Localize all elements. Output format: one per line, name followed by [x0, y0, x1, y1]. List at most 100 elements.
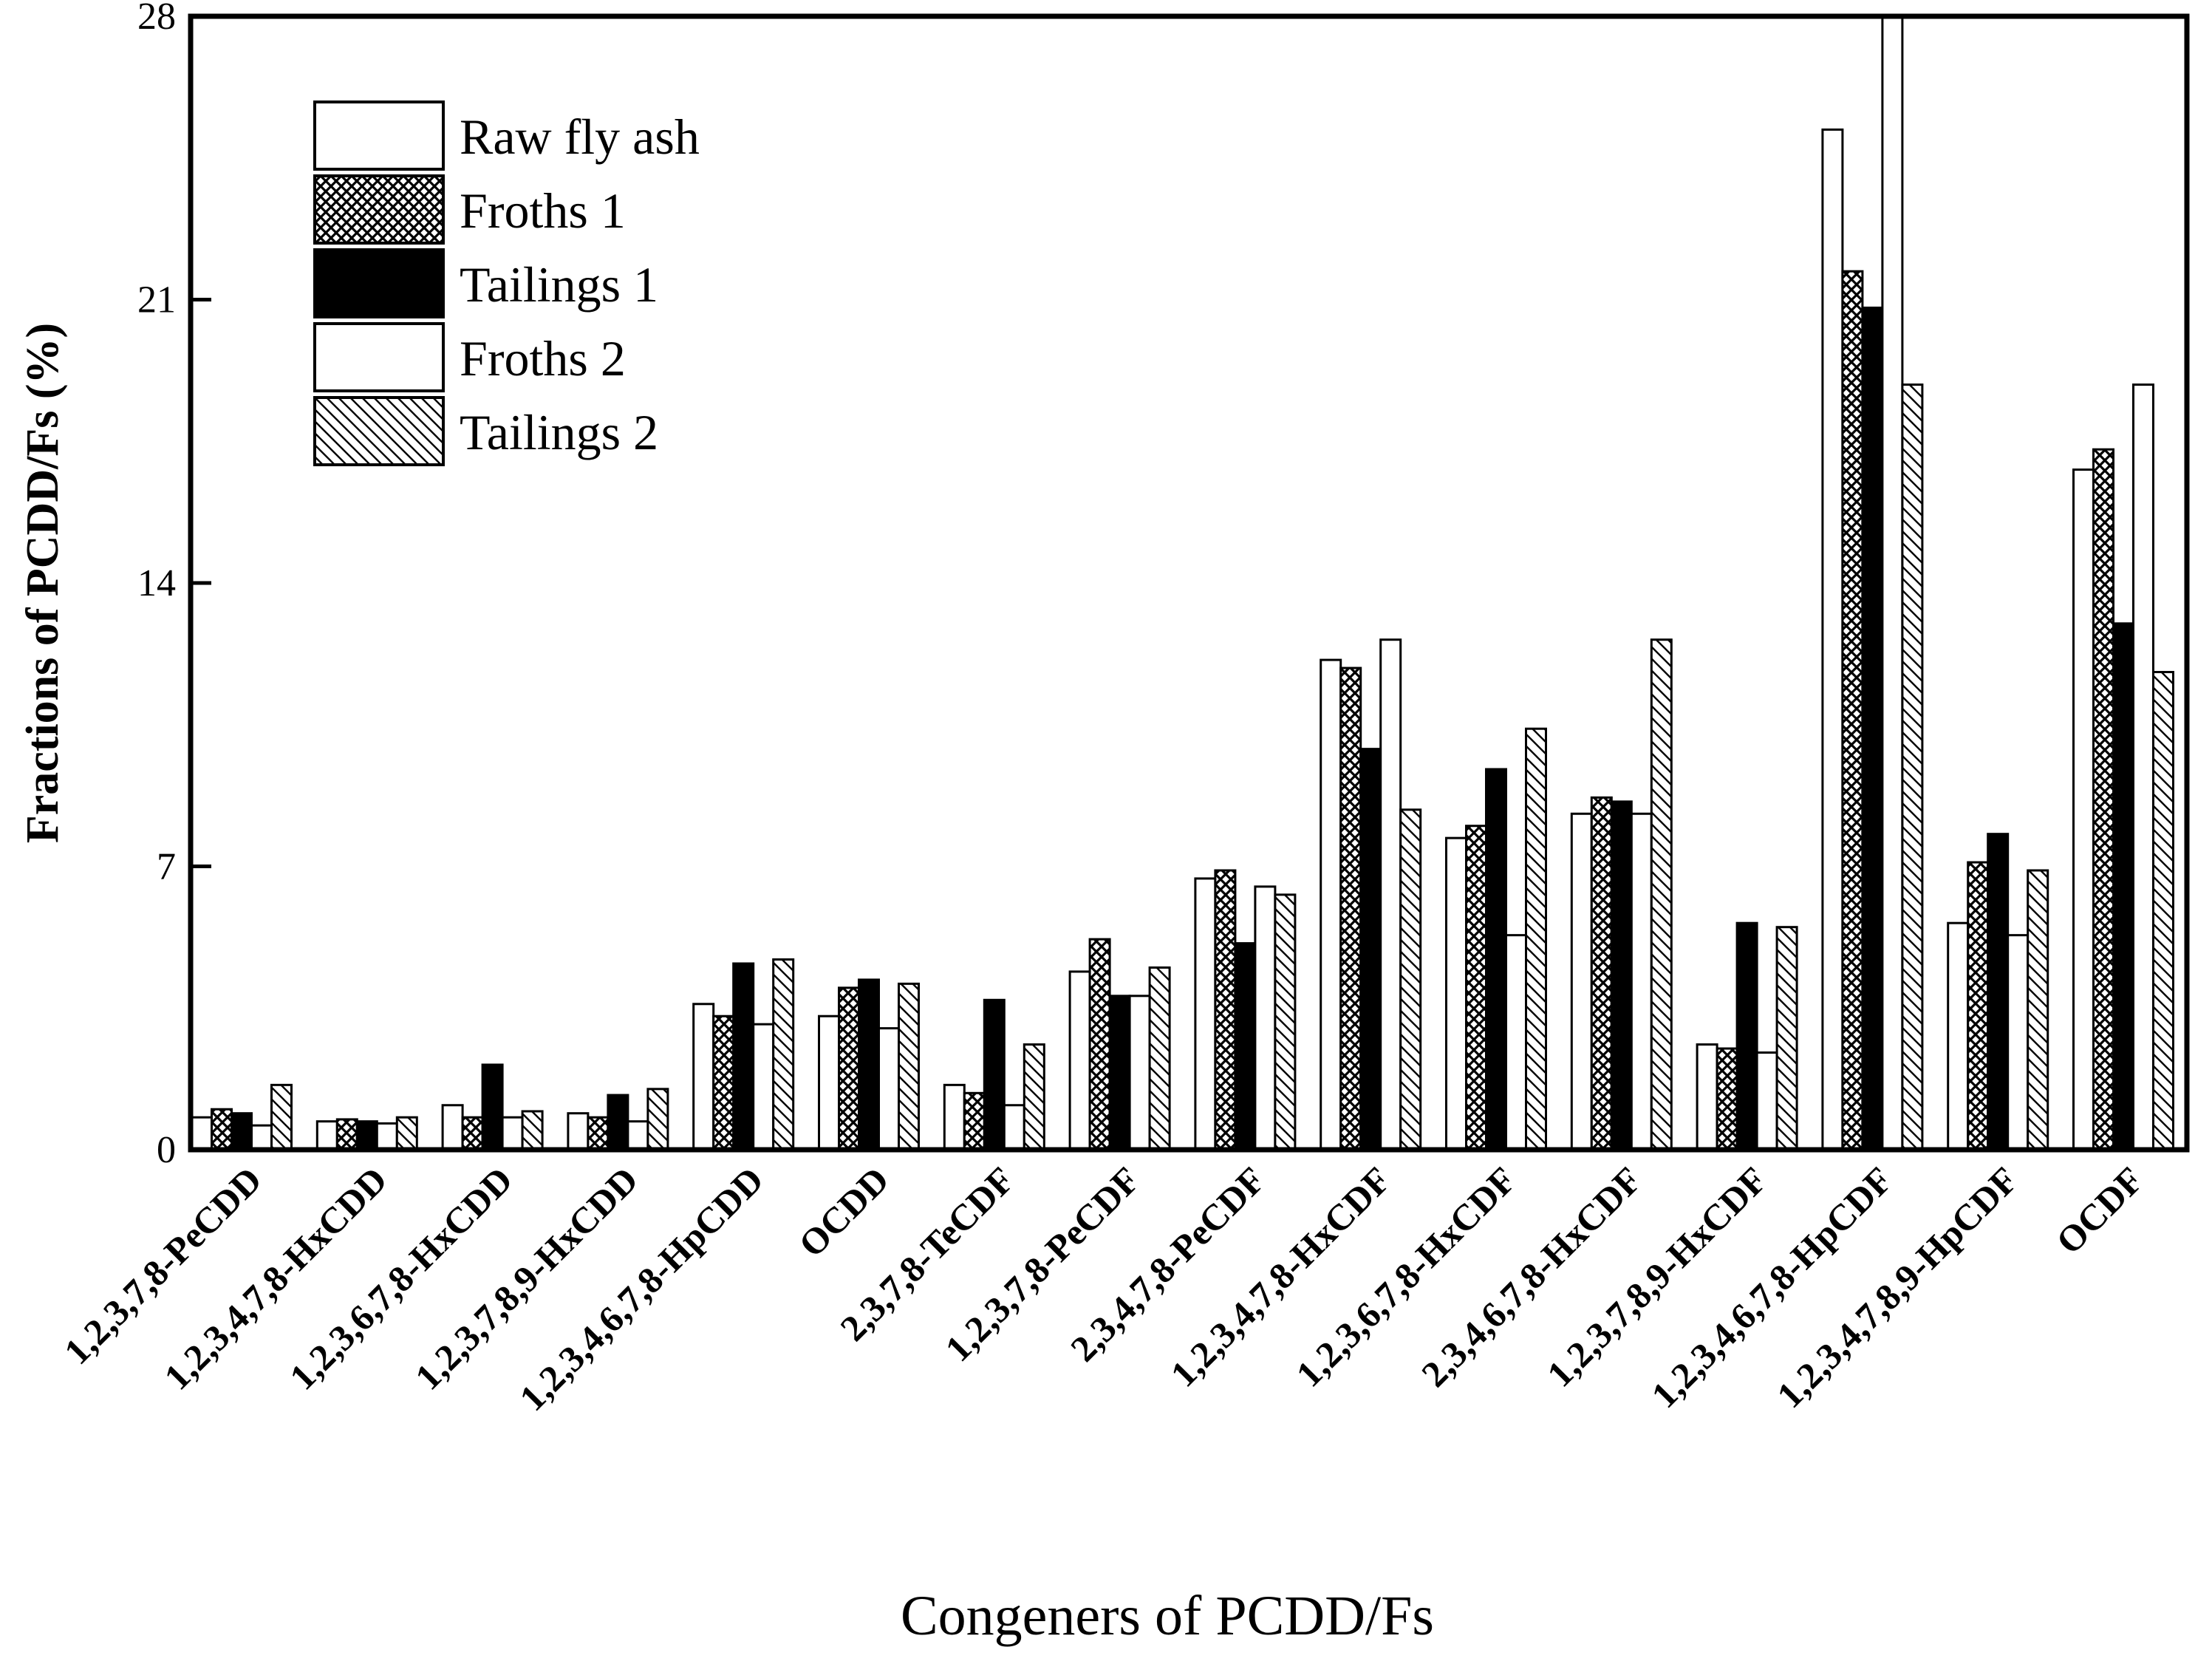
x-category-label: 1,2,3,4,6,7,8-HpCDF [1643, 1159, 1900, 1416]
bar-5-1 [270, 1083, 293, 1151]
bar-5-3 [521, 1110, 544, 1151]
bar-1-14 [1821, 128, 1844, 1151]
y-tick-label: 28 [137, 0, 176, 38]
bar-3-2 [355, 1120, 378, 1151]
x-category-label: OCDD [791, 1159, 897, 1265]
bar-2-12 [1590, 796, 1613, 1151]
bar-1-7 [943, 1083, 966, 1151]
bar-5-15 [2027, 869, 2049, 1151]
bar-1-5 [692, 1003, 715, 1151]
x-axis-category-labels: 1,2,3,7,8-PeCDD1,2,3,4,7,8-HxCDD1,2,3,6,… [56, 1159, 2151, 1419]
bar-2-5 [712, 1015, 735, 1151]
bar-2-16 [2092, 448, 2114, 1151]
x-category-label: OCDF [2048, 1159, 2151, 1262]
bar-4-13 [1755, 1051, 1778, 1151]
bar-4-7 [1003, 1104, 1025, 1151]
y-tick-label: 7 [157, 846, 176, 888]
bar-3-1 [231, 1112, 253, 1151]
bar-2-8 [1088, 938, 1111, 1151]
bar-3-4 [607, 1094, 629, 1151]
bar-5-5 [772, 958, 795, 1151]
legend-label: Froths 2 [460, 330, 626, 386]
bar-4-4 [627, 1120, 649, 1151]
bar-1-11 [1445, 836, 1467, 1151]
bar-2-6 [838, 986, 860, 1151]
bar-3-11 [1485, 768, 1507, 1151]
bar-2-11 [1465, 825, 1487, 1151]
y-tick-label: 0 [157, 1129, 176, 1171]
y-tick-label: 21 [137, 279, 176, 321]
bar-1-3 [441, 1104, 464, 1151]
bar-2-7 [963, 1091, 986, 1151]
legend-label: Froths 1 [460, 183, 626, 239]
legend-swatch [313, 248, 445, 318]
bar-5-4 [646, 1088, 669, 1151]
bar-1-13 [1696, 1043, 1718, 1151]
bar-1-16 [2072, 468, 2095, 1151]
bar-4-16 [2132, 383, 2154, 1151]
bar-5-2 [395, 1116, 418, 1151]
bar-2-4 [587, 1116, 610, 1151]
legend-swatch [313, 174, 445, 245]
legend-label: Tailings 2 [460, 404, 658, 460]
x-category-label: 2,3,4,6,7,8-HxCDF [1413, 1159, 1649, 1394]
bar-4-8 [1128, 995, 1151, 1151]
bar-3-12 [1610, 800, 1633, 1151]
bar-4-11 [1505, 934, 1527, 1151]
bar-5-16 [2152, 671, 2174, 1151]
bar-2-10 [1339, 666, 1362, 1151]
bar-3-5 [732, 962, 755, 1151]
y-axis-ticks: 0 7 14 21 28 [137, 0, 211, 1171]
bar-1-15 [1947, 921, 1970, 1151]
bar-1-8 [1068, 970, 1091, 1151]
y-tick-label: 14 [137, 562, 176, 604]
bar-3-7 [983, 998, 1006, 1151]
bars-layer [191, 15, 2174, 1151]
x-category-label: 1,2,3,4,6,7,8-HpCDD [511, 1159, 771, 1419]
bar-4-15 [2007, 934, 2030, 1151]
x-category-label: 1,2,3,4,7,8,9-HpCDF [1769, 1159, 2026, 1416]
bar-4-9 [1254, 885, 1277, 1151]
bar-5-9 [1274, 893, 1297, 1151]
x-category-label: 1,2,3,6,7,8-HxCDD [281, 1159, 520, 1397]
x-category-label: 1,2,3,7,8,9-HxCDF [1539, 1159, 1775, 1394]
legend-swatch [313, 322, 445, 392]
bar-1-4 [567, 1112, 590, 1151]
bar-3-8 [1108, 995, 1131, 1151]
bar-5-7 [1023, 1043, 1045, 1151]
bar-2-3 [461, 1116, 484, 1151]
bar-5-12 [1650, 638, 1673, 1151]
x-category-label: 1,2,3,4,7,8-HxCDD [156, 1159, 395, 1397]
x-axis-title: Congeners of PCDD/Fs [901, 1585, 1434, 1647]
bar-4-10 [1379, 638, 1402, 1151]
legend-swatch [313, 396, 445, 466]
bar-3-14 [1861, 306, 1884, 1151]
bar-3-13 [1735, 921, 1758, 1151]
legend: Raw fly ash Froths 1 Tailings 1 Froths 2 Tai… [313, 100, 700, 466]
bar-1-10 [1320, 658, 1342, 1151]
bar-5-14 [1901, 383, 1924, 1151]
bar-5-10 [1399, 808, 1422, 1151]
bar-5-8 [1148, 966, 1171, 1151]
bar-2-9 [1214, 869, 1237, 1151]
legend-label: Raw fly ash [460, 109, 700, 165]
bar-2-2 [335, 1118, 358, 1151]
bar-3-6 [858, 978, 880, 1151]
bar-4-3 [501, 1116, 524, 1151]
bar-1-1 [191, 1116, 213, 1151]
bar-4-12 [1630, 812, 1653, 1151]
bar-3-16 [2112, 622, 2134, 1151]
bar-2-13 [1716, 1047, 1738, 1151]
y-axis-title: Fractions of PCDD/Fs (%) [18, 323, 68, 843]
bar-2-15 [1967, 861, 1990, 1151]
x-category-label: 1,2,3,6,7,8-HxCDF [1288, 1159, 1523, 1394]
bar-1-9 [1194, 877, 1217, 1151]
bar-1-6 [818, 1015, 840, 1151]
bar-2-14 [1841, 270, 1864, 1151]
bar-5-11 [1525, 727, 1547, 1151]
bar-4-5 [752, 1023, 775, 1151]
bar-4-14 [1881, 15, 1904, 1151]
x-category-label: 1,2,3,4,7,8-HxCDF [1162, 1159, 1398, 1394]
bar-5-6 [898, 982, 920, 1151]
